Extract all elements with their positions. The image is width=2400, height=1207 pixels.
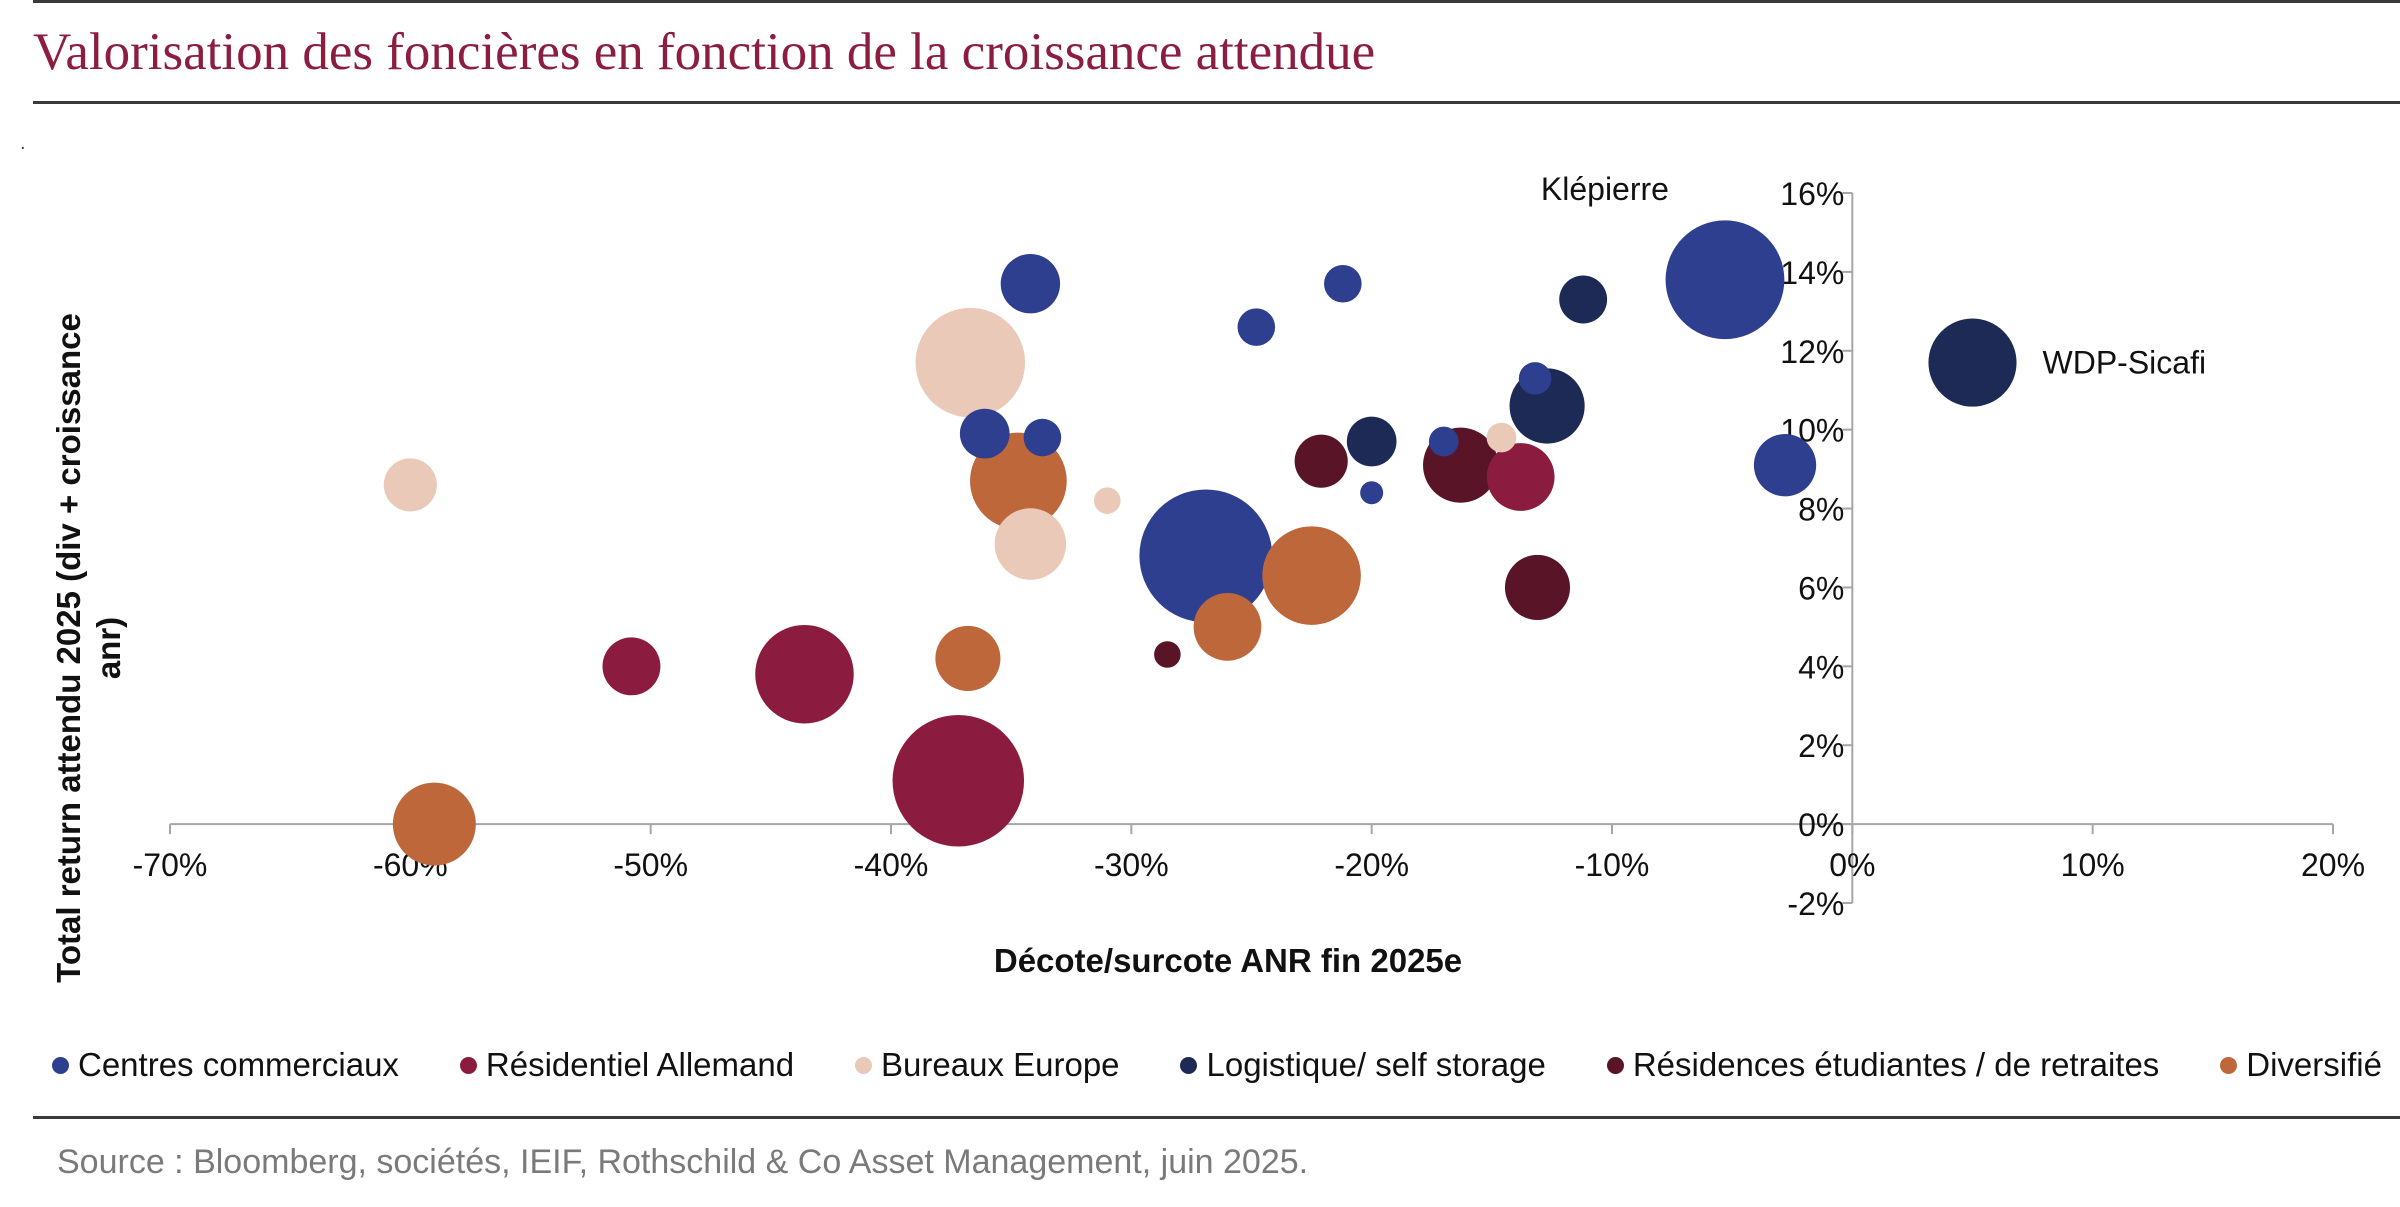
bubble <box>1193 593 1262 661</box>
bubble <box>1559 275 1608 324</box>
bubble <box>1139 489 1273 623</box>
bubble <box>1665 220 1785 340</box>
bubble <box>892 714 1025 847</box>
chart-bubbles <box>383 220 2017 866</box>
x-tick-label: 0% <box>1829 847 1875 883</box>
y-tick-label: 16% <box>1780 176 1844 212</box>
legend-item: Bureaux Europe <box>855 1046 1120 1084</box>
x-tick-label: -50% <box>613 847 688 883</box>
legend-item: Centres commerciaux <box>52 1046 399 1084</box>
chart-axes: -70% -60% -50% -40% -30% -20% -10% 0% 10% 20%-2%0… <box>133 176 2365 922</box>
legend-swatch <box>1180 1056 1198 1074</box>
y-tick-label: 4% <box>1798 649 1844 685</box>
bubble <box>1428 426 1459 457</box>
bubble <box>1360 481 1384 505</box>
bubble-chart: -70% -60% -50% -40% -30% -20% -10% 0% 10% 20%-2%0… <box>50 171 2365 983</box>
legend-swatch <box>52 1056 69 1074</box>
bubble <box>1294 434 1348 488</box>
bottom-rule <box>33 1116 2400 1119</box>
y-axis-label: Total return attendu 2025 (div + croissa… <box>50 313 127 983</box>
legend-label: Résidentiel Allemand <box>485 1046 795 1083</box>
stray-dot: . <box>20 132 26 154</box>
y-tick-label: 0% <box>1798 807 1844 843</box>
legend-swatch <box>1606 1056 1624 1074</box>
x-tick-label: -10% <box>1575 847 1650 883</box>
bubble <box>1023 418 1062 457</box>
bubble <box>959 408 1010 459</box>
x-tick-label: -30% <box>1094 847 1169 883</box>
bubble <box>1486 443 1555 511</box>
legend-item: Diversifié <box>2220 1046 2382 1084</box>
bubble <box>1504 554 1571 620</box>
x-tick-label: 10% <box>2061 847 2125 883</box>
bubble <box>383 458 437 512</box>
legend-label: Diversifié <box>2246 1046 2382 1083</box>
bubble <box>1237 308 1276 346</box>
bubble <box>970 432 1067 530</box>
page-title: Valorisation des foncières en fonction d… <box>33 23 1376 81</box>
y-tick-label: 2% <box>1798 728 1844 764</box>
x-axis-label: Décote/surcote ANR fin 2025e <box>994 942 1462 979</box>
bubble <box>994 508 1067 580</box>
source-note: Source : Bloomberg, sociétés, IEIF, Roth… <box>57 1143 1309 1181</box>
legend-swatch <box>2220 1056 2238 1074</box>
legend-label: Logistique/ self storage <box>1206 1046 1546 1083</box>
y-tick-label: -2% <box>1787 886 1844 922</box>
title-rule <box>33 101 2400 104</box>
x-tick-label: -70% <box>133 847 208 883</box>
legend-item: Résidences étudiantes / de retraites <box>1606 1046 2160 1084</box>
legend-label: Centres commerciaux <box>78 1046 399 1083</box>
bubble <box>392 782 476 866</box>
bubble <box>935 625 1001 691</box>
bubble <box>1094 487 1121 514</box>
bubble <box>1928 318 2017 407</box>
legend-label: Bureaux Europe <box>881 1046 1120 1083</box>
x-tick-label: 20% <box>2301 847 2365 883</box>
bubble <box>1346 416 1397 467</box>
annotation-wdp-sicafi: WDP-Sicafi <box>2043 345 2207 381</box>
y-tick-label: 12% <box>1780 334 1844 370</box>
bubble <box>1753 434 1817 497</box>
legend-item: Résidentiel Allemand <box>459 1046 795 1084</box>
y-tick-label: 8% <box>1798 492 1844 528</box>
bubble <box>1486 422 1517 453</box>
legend-swatch <box>459 1056 477 1074</box>
legend-item: Logistique/ self storage <box>1180 1046 1546 1084</box>
top-rule <box>33 0 2400 3</box>
bubble <box>1324 264 1362 303</box>
bubble <box>602 637 661 696</box>
bubble <box>1000 254 1061 314</box>
y-tick-label: 6% <box>1798 570 1844 606</box>
chart-annotations: Klépierre WDP-Sicafi <box>1541 171 2206 381</box>
x-tick-label: -40% <box>854 847 929 883</box>
bubble <box>1154 641 1181 668</box>
legend-label: Résidences étudiantes / de retraites <box>1632 1046 2160 1083</box>
y-tick-label: 14% <box>1780 255 1844 291</box>
annotation-klepierre: Klépierre <box>1541 171 1669 207</box>
bubble <box>915 307 1026 418</box>
legend-swatch <box>855 1056 873 1074</box>
chart-legend: Centres commerciaux Résidentiel Allemand B… <box>52 1046 2382 1084</box>
bubble <box>1518 362 1552 395</box>
bubble <box>1262 526 1361 625</box>
bubble <box>755 624 854 724</box>
x-tick-label: -20% <box>1334 847 1409 883</box>
